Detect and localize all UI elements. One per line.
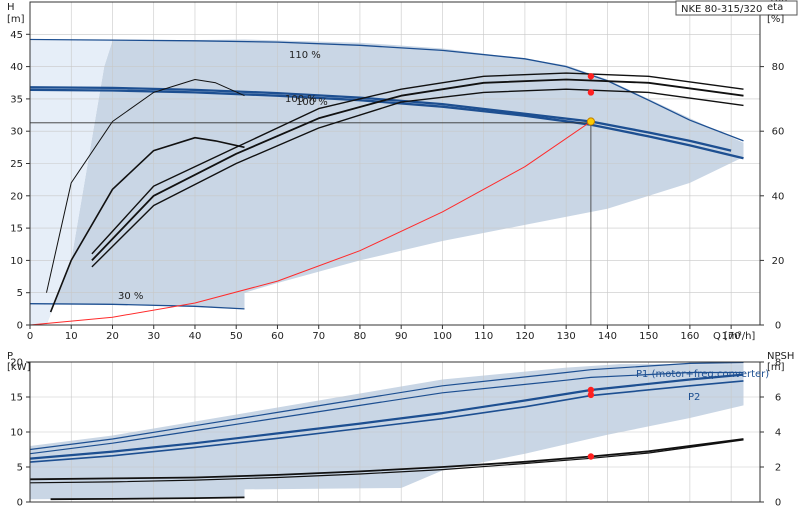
left-axis-tick-label: 10 [10,428,23,439]
left-axis-tick-label: 0 [17,321,23,332]
right-axis-tick-label: 2 [775,463,781,474]
power-axis-title: P [7,351,13,362]
right-axis-tick-label: 0 [775,498,781,509]
left-axis-tick-label: 20 [10,191,23,202]
x-axis-tick-label: 70 [312,331,325,342]
series-line [29,38,744,142]
speed-label-100a: 100 % [285,94,317,105]
x-axis-tick-label: 90 [395,331,408,342]
legend-p2: P2 [688,392,700,403]
x-axis-tick-label: 130 [557,331,576,342]
series-line [29,86,732,152]
left-axis-tick-label: 25 [10,159,23,170]
x-axis-tick-label: 0 [27,331,33,342]
x-axis-tick-label: 20 [106,331,119,342]
left-axis-tick-label: 35 [10,94,23,105]
model-label: NKE 80-315/320 [681,4,762,15]
left-axis-tick-label: 30 [10,127,23,138]
right-axis-tick-label: 8 [775,358,781,369]
x-axis-tick-label: 100 [433,331,452,342]
x-axis-tick-label: 110 [474,331,493,342]
duty-point-marker [586,117,596,126]
series-line [91,78,744,262]
x-axis-tick-label: 30 [147,331,160,342]
left-axis-tick-label: 15 [10,224,23,235]
power-point [587,386,595,394]
npsh-axis-title: NPSH [767,351,794,362]
x-axis-tick-label: 80 [354,331,367,342]
power-npsh-panel: 0 5 10 15 20 0 2 4 6 8 [10,358,781,509]
head-efficiency-panel: 0 5 10 15 20 25 30 35 40 45 0 20 40 60 80 100 0 10 20 30 40 5… [10,0,787,342]
series-line [46,79,245,293]
eta-axis-title: eta [767,2,783,13]
left-axis-tick-label: 20 [10,358,23,369]
npsh-axis-unit: [m] [767,362,785,373]
legend-p1: P1 (motor+freq.converter) [636,369,769,380]
series-line [29,88,744,160]
right-axis-tick-label: 20 [772,256,785,267]
x-axis-tick-label: 60 [271,331,284,342]
x-axis-tick-label: 50 [230,331,243,342]
right-axis-tick-label: 6 [775,393,781,404]
left-axis-tick-label: 40 [10,62,23,73]
head-axis-title: H [7,2,15,13]
right-axis-tick-label: 40 [772,191,785,202]
x-axis-tick-label: 160 [680,331,699,342]
speed-label-110: 110 % [289,50,321,61]
series-line [29,371,744,455]
left-axis-tick-label: 10 [10,256,23,267]
eta-axis-unit: [%] [767,14,784,25]
model-label-box [675,0,798,16]
x-axis-tick-label: 170 [722,331,741,342]
right-axis-tick-label: 4 [775,428,781,439]
left-axis-tick-label: 5 [17,463,23,474]
series-line [50,496,245,501]
series-line [29,303,245,310]
speed-label-100b: 100 % [296,97,328,108]
series-line [49,136,245,313]
x-axis-tick-label: 10 [65,331,78,342]
series-line [29,373,744,460]
series-line [29,121,592,326]
head-axis-unit: [m] [7,14,25,25]
left-axis-tick-label: 45 [10,30,23,41]
efficiency-point [587,73,595,80]
right-axis-tick-label: 80 [772,62,785,73]
series-line [29,380,744,463]
series-line [29,438,744,481]
left-axis-tick-label: 5 [17,288,23,299]
right-axis-tick-label: 60 [772,127,785,138]
series-line [29,439,744,484]
x-axis-tick-label: 40 [189,331,202,342]
operating-range-area [46,39,744,325]
speed-label-30: 30 % [118,291,143,302]
series-line [29,362,744,451]
left-axis-tick-label: 0 [17,498,23,509]
left-axis-tick-label: 15 [10,393,23,404]
x-axis-tick-label: 120 [515,331,534,342]
series-line [91,72,744,255]
operating-range-area [30,364,744,500]
power-point [587,391,595,399]
efficiency-point [587,89,595,96]
x-axis-tick-label: 140 [598,331,617,342]
npsh-point [587,453,595,460]
x-axis-tick-label: 150 [639,331,658,342]
series-line [91,88,744,268]
flow-axis-label: Q [m³/h] [713,331,755,342]
right-axis-tick-label: 0 [775,321,781,332]
power-axis-unit: [kW] [7,362,31,373]
